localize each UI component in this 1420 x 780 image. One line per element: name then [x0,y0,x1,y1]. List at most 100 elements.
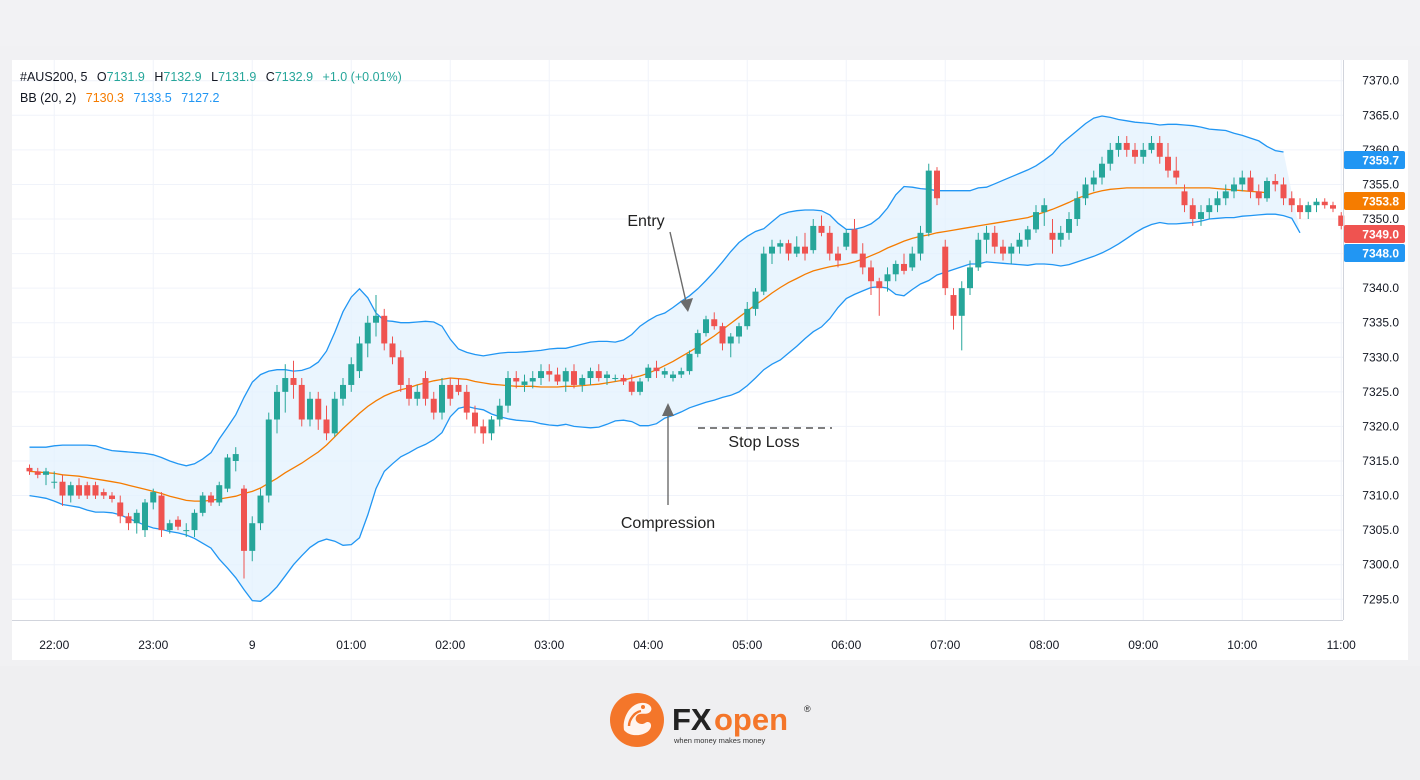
legend-ohlc: #AUS200, 5 O7131.9 H7132.9 L7131.9 C7132… [20,70,402,84]
candle-body [1321,201,1328,206]
candle-body [777,243,784,247]
candles [26,136,1345,579]
time-tick-label: 01:00 [336,638,366,652]
candle-body [208,495,214,503]
price-label-text: 7349.0 [1362,228,1399,242]
candle-body [892,263,899,275]
time-axis: 22:00 23:00 9 01:00 02:00 03:00 04:00 05:00 06:0… [12,620,1356,652]
candle-body [373,315,379,323]
candle-body [414,391,421,399]
price-tick-label: 7310.0 [1362,489,1399,503]
candle-body [1123,142,1130,150]
candle-body [216,485,223,503]
candle-body [521,381,528,385]
candle-body [670,374,676,379]
candle-body [1016,239,1023,247]
candle-body [1305,205,1312,213]
price-label-bg [1344,225,1405,243]
candle-body [430,398,437,413]
candle-body [1239,177,1246,185]
candle-body [191,512,198,531]
candle-body [991,232,998,247]
entry-arrow [669,231,688,307]
price-tick-label: 7370.0 [1362,74,1399,88]
candle-body [554,374,561,382]
candle-body [604,374,610,379]
candle-body [1222,191,1229,199]
price-tick-label: 7330.0 [1362,350,1399,364]
candle-body [546,371,553,375]
candlestick-chart[interactable]: 7295.0 7300.0 7305.0 7310.0 7315.0 7320.0 7325… [12,60,1408,660]
time-tick-label: 09:00 [1128,638,1158,652]
candle-body [158,495,165,531]
candle-body [488,419,495,434]
candle-body [538,371,544,379]
candle-body [843,232,850,247]
fxopen-logo: FX open ® when money makes money [610,693,811,747]
candle-body [1140,149,1147,157]
candle-body [455,384,462,392]
candle-body [496,405,503,420]
candle-body [257,495,264,524]
time-tick-label: 11:00 [1327,638,1356,652]
candle-body [406,384,412,399]
candle-body [934,170,940,199]
price-tick-label: 7300.0 [1362,558,1399,572]
price-label-text: 7348.0 [1362,247,1399,261]
candle-body [142,502,148,531]
brand-registered: ® [804,704,811,714]
candle-body [1231,184,1237,192]
band-area [29,116,1300,602]
candle-body [1107,149,1114,164]
time-tick-label: 07:00 [930,638,960,652]
candle-body [1057,232,1064,240]
candle-body [51,481,58,483]
brand-fx: FX [672,702,712,737]
candle-body [1033,212,1039,230]
legend-indicator: BB (20, 2) 7130.3 7133.5 7127.2 [20,91,219,105]
candle-body [389,343,396,358]
candle-body [1198,212,1204,220]
candle-body [579,378,586,385]
candle-body [125,516,132,524]
compression-arrowhead [662,403,674,416]
candle-body [694,333,701,354]
bollinger-band-fill [29,116,1300,602]
candle-body [34,471,41,475]
candle-body [917,232,924,254]
candle-body [282,378,289,392]
lower-band-line [29,213,1301,602]
candle-body [183,530,190,532]
candle-body [785,243,792,254]
logo-badge-icon [610,693,664,747]
candle-body [290,378,297,385]
price-tick-label: 7320.0 [1362,419,1399,433]
candle-body [439,384,445,413]
candle-body [274,391,280,420]
candle-body [348,364,355,385]
candle-body [571,371,577,385]
candle-body [1338,215,1345,226]
candle-body [925,170,932,233]
candle-body [480,426,487,434]
time-tick-label: 10:00 [1227,638,1257,652]
candle-body [505,378,511,406]
candle-body [364,322,371,344]
candle-body [224,457,231,489]
candle-body [983,232,990,240]
candle-body [59,481,66,496]
time-tick-label: 9 [249,638,256,652]
candle-body [628,381,635,392]
candle-body [1313,201,1320,206]
candle-body [1255,191,1262,199]
candle-body [942,246,949,289]
price-axis: 7295.0 7300.0 7305.0 7310.0 7315.0 7320.0 7325… [1343,60,1399,620]
candle-body [422,378,429,399]
price-tick-label: 7335.0 [1362,316,1399,330]
brand-tagline: when money makes money [673,736,766,745]
candle-body [653,367,660,372]
candle-body [150,492,157,503]
candle-body [1272,180,1279,185]
entry-arrowhead [680,298,693,312]
candle-body [612,378,619,380]
